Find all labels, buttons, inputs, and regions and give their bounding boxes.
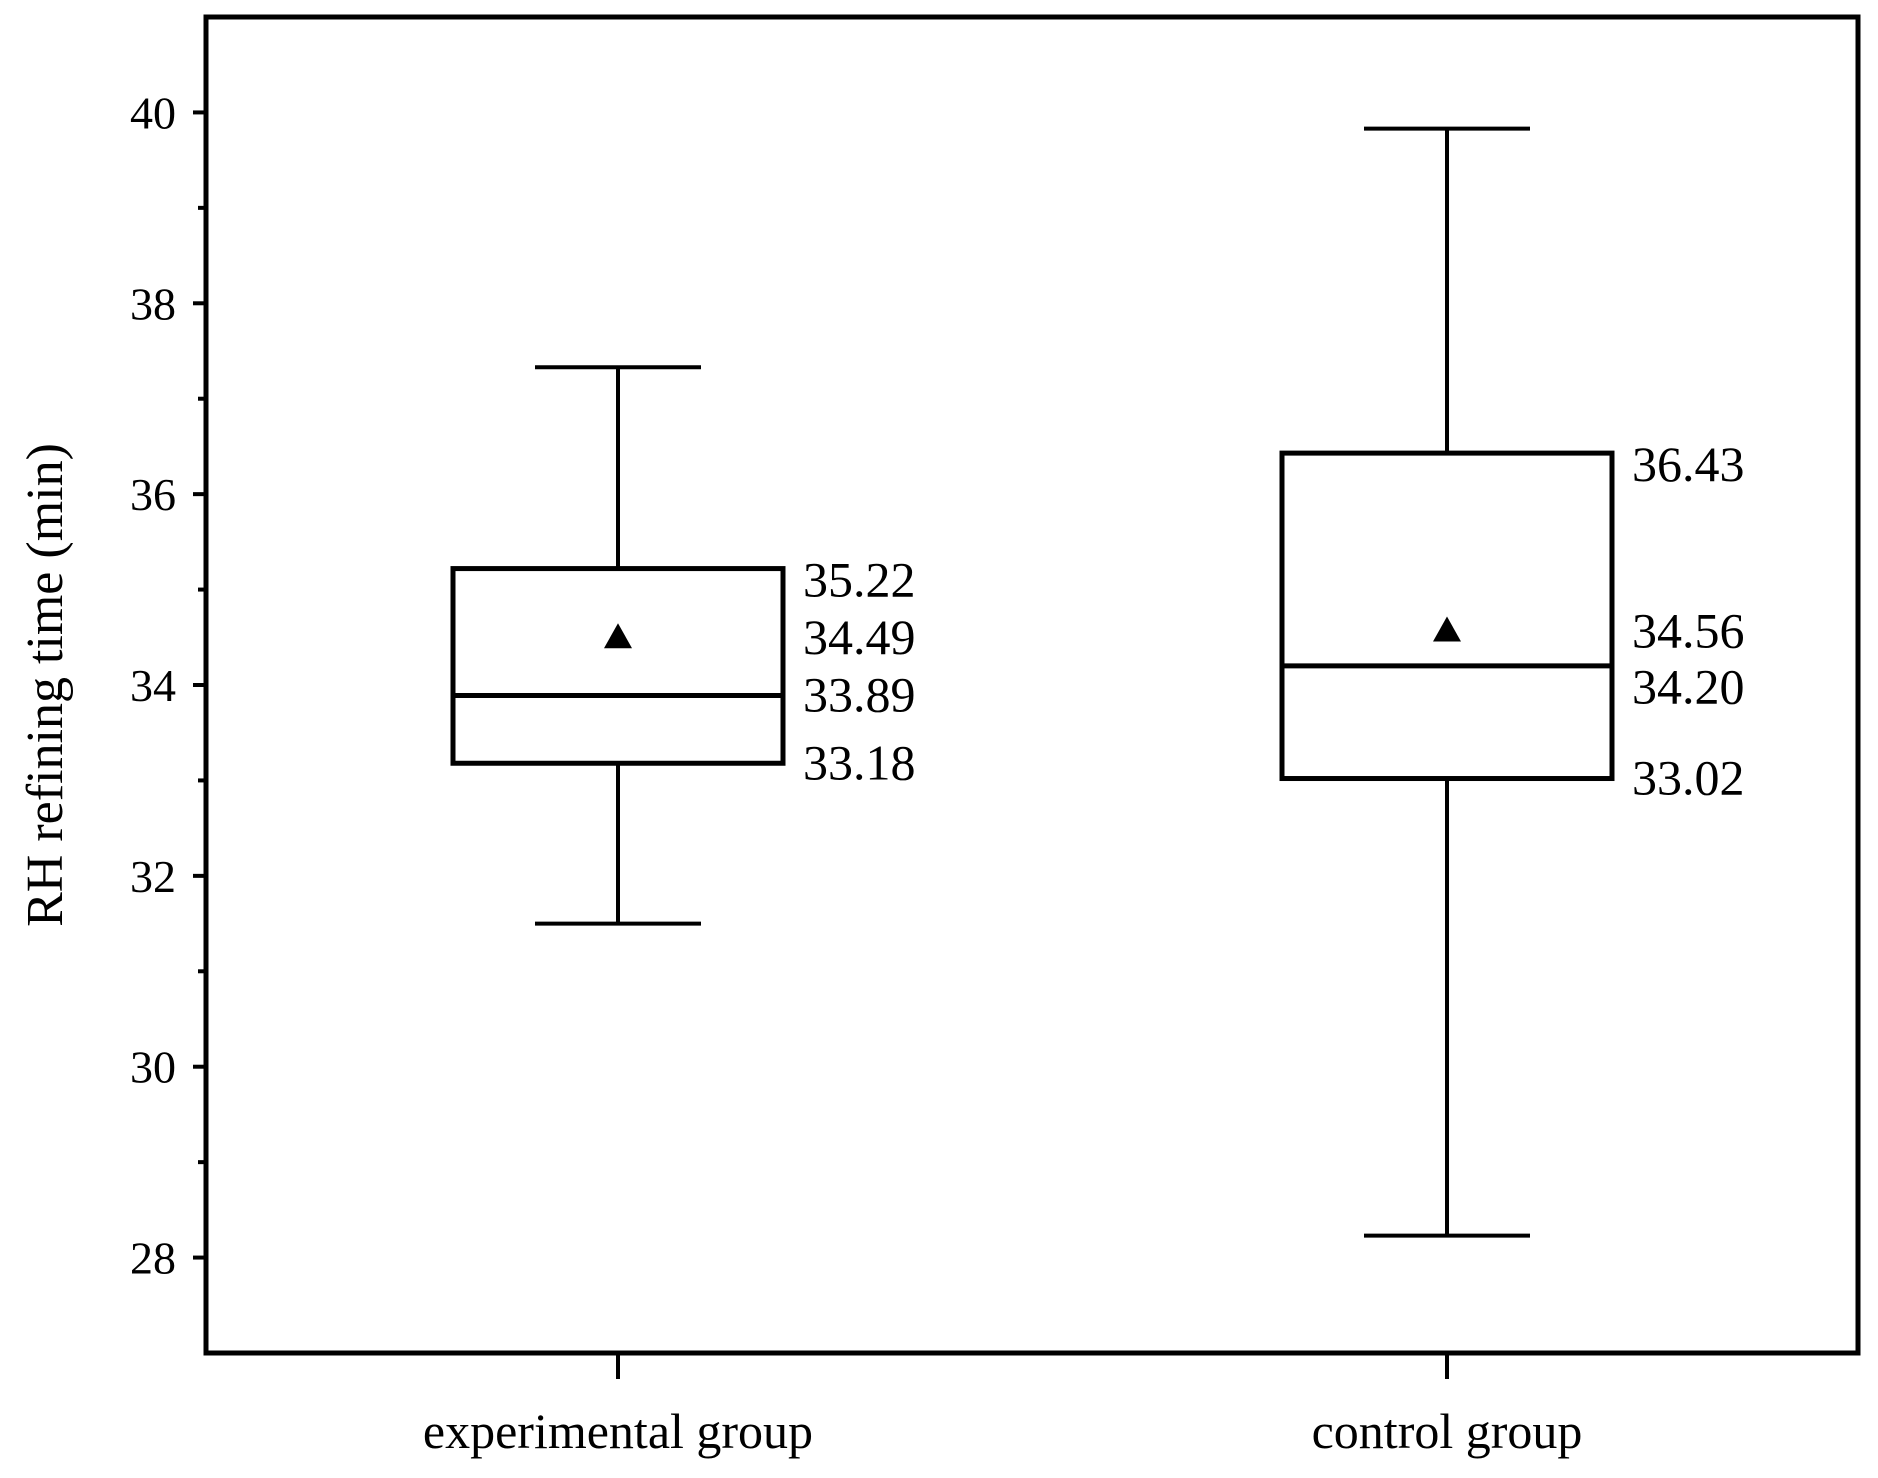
y-tick-label: 36 (130, 469, 176, 520)
x-category-label: experimental group (423, 1403, 813, 1459)
y-tick-label: 38 (130, 278, 176, 329)
mean-value-label: 34.49 (803, 609, 916, 665)
mean-value-label: 34.56 (1632, 603, 1745, 659)
y-axis-tick-labels: 28 30 32 34 36 38 40 (130, 87, 176, 1283)
x-axis-category-labels: experimental group control group (423, 1403, 1582, 1459)
x-category-label: control group (1312, 1403, 1583, 1459)
q1-value-label: 33.02 (1632, 750, 1745, 806)
y-tick-label: 30 (130, 1042, 176, 1093)
q1-value-label: 33.18 (803, 734, 916, 790)
q3-value-label: 35.22 (803, 552, 916, 608)
median-value-label: 34.20 (1632, 659, 1745, 715)
median-value-label: 33.89 (803, 666, 916, 722)
mean-marker (604, 623, 632, 649)
y-tick-label: 40 (130, 87, 176, 138)
iqr-box (450, 566, 786, 766)
iqr-box (1279, 450, 1615, 782)
y-tick-label: 34 (130, 660, 176, 711)
y-axis-title: RH refining time (min) (17, 443, 74, 927)
q3-value-label: 36.43 (1632, 436, 1745, 492)
x-axis-ticks (616, 1353, 1449, 1379)
y-tick-label: 28 (130, 1233, 176, 1284)
y-axis-ticks (193, 110, 206, 1260)
mean-marker (1433, 616, 1461, 642)
y-tick-label: 32 (130, 851, 176, 902)
